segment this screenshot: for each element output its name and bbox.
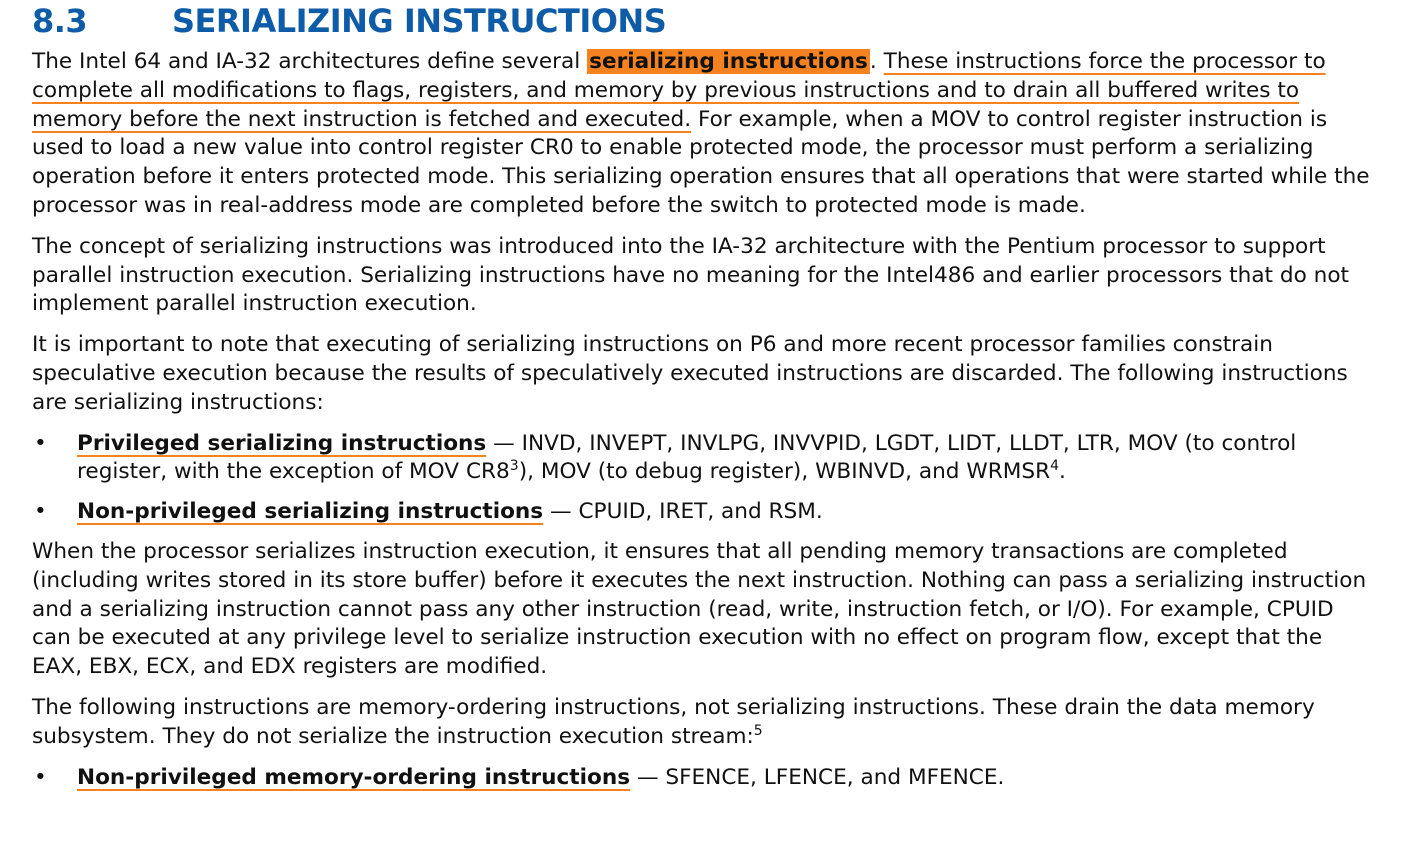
paragraph-4: When the processor serializes instructio… xyxy=(32,538,1367,680)
paragraph-2: The concept of serializing instructions … xyxy=(32,233,1350,317)
paragraph-1: The Intel 64 and IA-32 architectures def… xyxy=(32,48,1377,221)
section-number: 8.3 xyxy=(32,2,88,40)
footnote-ref[interactable]: 4 xyxy=(1050,458,1059,475)
list-item: • Non-privileged memory-ordering instruct… xyxy=(32,764,1377,793)
list-item-term: Non-privileged memory-ordering instructi… xyxy=(77,764,631,790)
para1-post: For example, when a MOV to control regis… xyxy=(32,106,1370,218)
section-heading: 8.3 SERIALIZING INSTRUCTIONS xyxy=(32,0,1377,48)
bullet-icon: • xyxy=(34,430,47,456)
list-item-text: — CPUID, IRET, and RSM. xyxy=(543,499,823,525)
list-item-term: Privileged serializing instructions xyxy=(77,430,487,456)
paragraph-5: The following instructions are memory-or… xyxy=(32,694,1377,752)
list-item-term: Non-privileged serializing instructions xyxy=(77,499,544,525)
para1-pre: The Intel 64 and IA-32 architectures def… xyxy=(32,49,588,74)
list-item-text: . xyxy=(1059,459,1066,485)
list-item: • Privileged serializing instructions — I… xyxy=(32,430,1377,488)
list-item-text: — SFENCE, LFENCE, and MFENCE. xyxy=(630,764,1005,790)
document-page: 8.3 SERIALIZING INSTRUCTIONS The Intel 6… xyxy=(32,0,1377,803)
paragraph-3: It is important to note that executing o… xyxy=(32,332,1348,415)
memory-ordering-list: • Non-privileged memory-ordering instruct… xyxy=(32,764,1377,793)
para1-mid: . xyxy=(869,49,884,74)
serializing-instructions-list: • Privileged serializing instructions — I… xyxy=(32,430,1377,527)
underlined-sentence: These instructions force the processor t… xyxy=(32,49,1326,132)
list-item-text: ), MOV (to debug register), WBINVD, and … xyxy=(518,459,1051,485)
highlighted-term: serializing instructions xyxy=(587,49,870,74)
bullet-icon: • xyxy=(34,764,47,790)
footnote-ref[interactable]: 3 xyxy=(509,458,519,475)
bullet-icon: • xyxy=(34,499,47,525)
footnote-ref[interactable]: 5 xyxy=(753,722,763,739)
section-title: SERIALIZING INSTRUCTIONS xyxy=(172,2,667,40)
para5-text: The following instructions are memory-or… xyxy=(32,694,1315,749)
list-item: • Non-privileged serializing instructions… xyxy=(32,498,1377,527)
list-item-text: — INVD, INVEPT, INVLPG, INVVPID, LGDT, L… xyxy=(77,430,1297,485)
